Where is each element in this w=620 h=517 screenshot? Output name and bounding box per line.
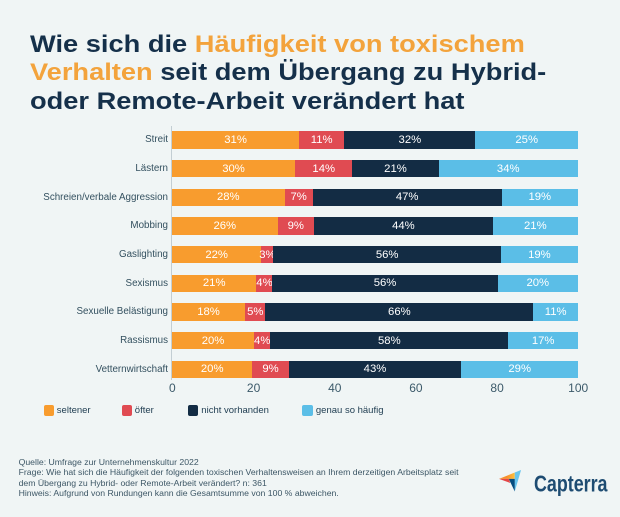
svg-text:Capterra: Capterra [534, 470, 608, 496]
